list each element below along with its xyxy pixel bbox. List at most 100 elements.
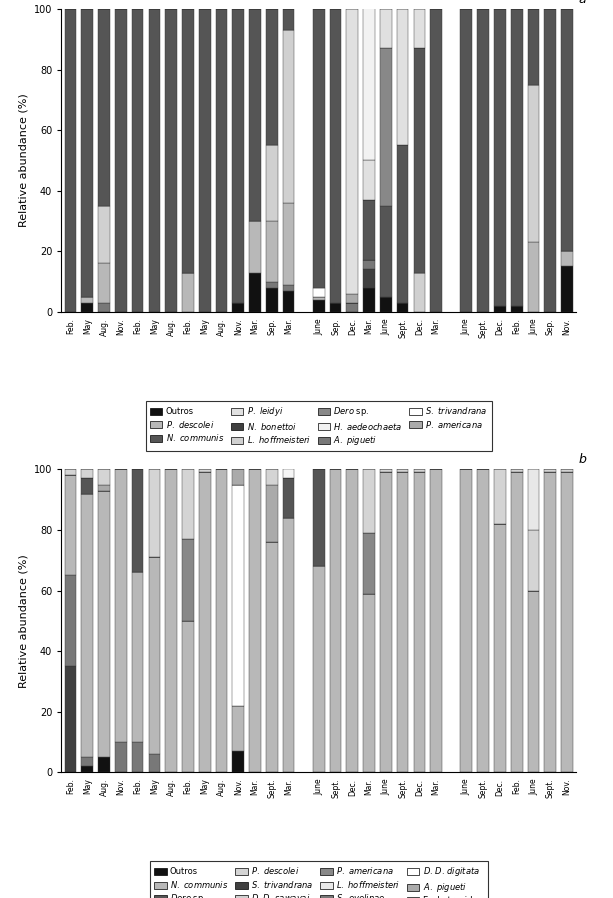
Bar	[561, 470, 573, 472]
Bar	[397, 472, 408, 772]
Bar	[380, 206, 392, 296]
Bar	[364, 161, 375, 200]
Bar	[528, 530, 539, 591]
Bar	[313, 296, 325, 300]
Legend: Outros, $\it{N.\ communis}$, $\it{Dero}$ sp., $\it{P.\ descolei}$, $\it{S.\ triv: Outros, $\it{N.\ communis}$, $\it{Dero}$…	[150, 861, 487, 898]
Bar	[182, 539, 194, 621]
Bar	[494, 306, 506, 312]
Bar	[98, 757, 110, 772]
Y-axis label: Relative abundance (%): Relative abundance (%)	[18, 554, 28, 688]
Bar	[414, 472, 425, 772]
Bar	[148, 754, 160, 772]
Bar	[115, 9, 127, 312]
Bar	[199, 470, 211, 472]
Bar	[364, 533, 375, 594]
Bar	[364, 470, 375, 533]
Bar	[511, 472, 522, 772]
Bar	[82, 303, 93, 312]
Bar	[266, 287, 278, 312]
Bar	[98, 470, 110, 485]
Bar	[199, 472, 211, 772]
Bar	[478, 470, 489, 772]
Bar	[414, 272, 425, 312]
Bar	[380, 470, 392, 472]
Bar	[232, 751, 244, 772]
Bar	[544, 470, 556, 472]
Bar	[430, 9, 442, 312]
Bar	[544, 9, 556, 312]
Bar	[313, 287, 325, 296]
Bar	[397, 145, 408, 303]
Bar	[266, 470, 278, 485]
Bar	[313, 300, 325, 312]
Legend: Outros, $\it{P.\ descolei}$, $\it{N.\ communis}$, $\it{P.\ leidyi}$, $\it{N.\ bo: Outros, $\it{P.\ descolei}$, $\it{N.\ co…	[146, 401, 492, 451]
Bar	[346, 294, 358, 303]
Bar	[511, 470, 522, 472]
Bar	[64, 470, 77, 475]
Bar	[249, 470, 261, 772]
Bar	[232, 303, 244, 312]
Bar	[64, 576, 77, 666]
Bar	[82, 479, 93, 494]
Bar	[313, 9, 325, 287]
Bar	[132, 742, 143, 772]
Bar	[528, 9, 539, 84]
Bar	[232, 485, 244, 706]
Bar	[414, 9, 425, 48]
Bar	[511, 9, 522, 306]
Bar	[249, 221, 261, 272]
Bar	[249, 9, 261, 221]
Bar	[364, 260, 375, 269]
Bar	[148, 470, 160, 558]
Bar	[182, 272, 194, 312]
Bar	[266, 221, 278, 282]
Bar	[82, 494, 93, 757]
Bar	[380, 9, 392, 48]
Bar	[561, 251, 573, 267]
Y-axis label: Relative abundance (%): Relative abundance (%)	[18, 93, 28, 227]
Bar	[166, 470, 177, 772]
Bar	[266, 9, 278, 145]
Bar	[283, 291, 294, 312]
Bar	[98, 263, 110, 303]
Bar	[82, 757, 93, 766]
Bar	[528, 470, 539, 530]
Bar	[414, 470, 425, 472]
Text: b: b	[579, 453, 587, 466]
Bar	[380, 48, 392, 206]
Bar	[528, 591, 539, 772]
Bar	[148, 9, 160, 312]
Bar	[64, 666, 77, 772]
Bar	[313, 567, 325, 772]
Bar	[216, 470, 227, 772]
Bar	[397, 470, 408, 472]
Bar	[98, 303, 110, 312]
Bar	[364, 200, 375, 260]
Bar	[98, 9, 110, 206]
Bar	[460, 470, 472, 772]
Bar	[346, 470, 358, 772]
Bar	[380, 472, 392, 772]
Bar	[346, 303, 358, 312]
Bar	[266, 145, 278, 221]
Bar	[98, 485, 110, 490]
Bar	[430, 470, 442, 772]
Bar	[232, 706, 244, 751]
Bar	[330, 303, 341, 312]
Bar	[216, 9, 227, 312]
Bar	[364, 287, 375, 312]
Bar	[232, 9, 244, 303]
Bar	[364, 269, 375, 287]
Bar	[82, 470, 93, 479]
Bar	[199, 9, 211, 312]
Bar	[148, 558, 160, 754]
Bar	[115, 470, 127, 742]
Bar	[283, 285, 294, 291]
Bar	[132, 470, 143, 572]
Bar	[98, 490, 110, 757]
Bar	[98, 206, 110, 263]
Bar	[364, 594, 375, 772]
Bar	[266, 485, 278, 542]
Bar	[364, 0, 375, 161]
Bar	[132, 572, 143, 742]
